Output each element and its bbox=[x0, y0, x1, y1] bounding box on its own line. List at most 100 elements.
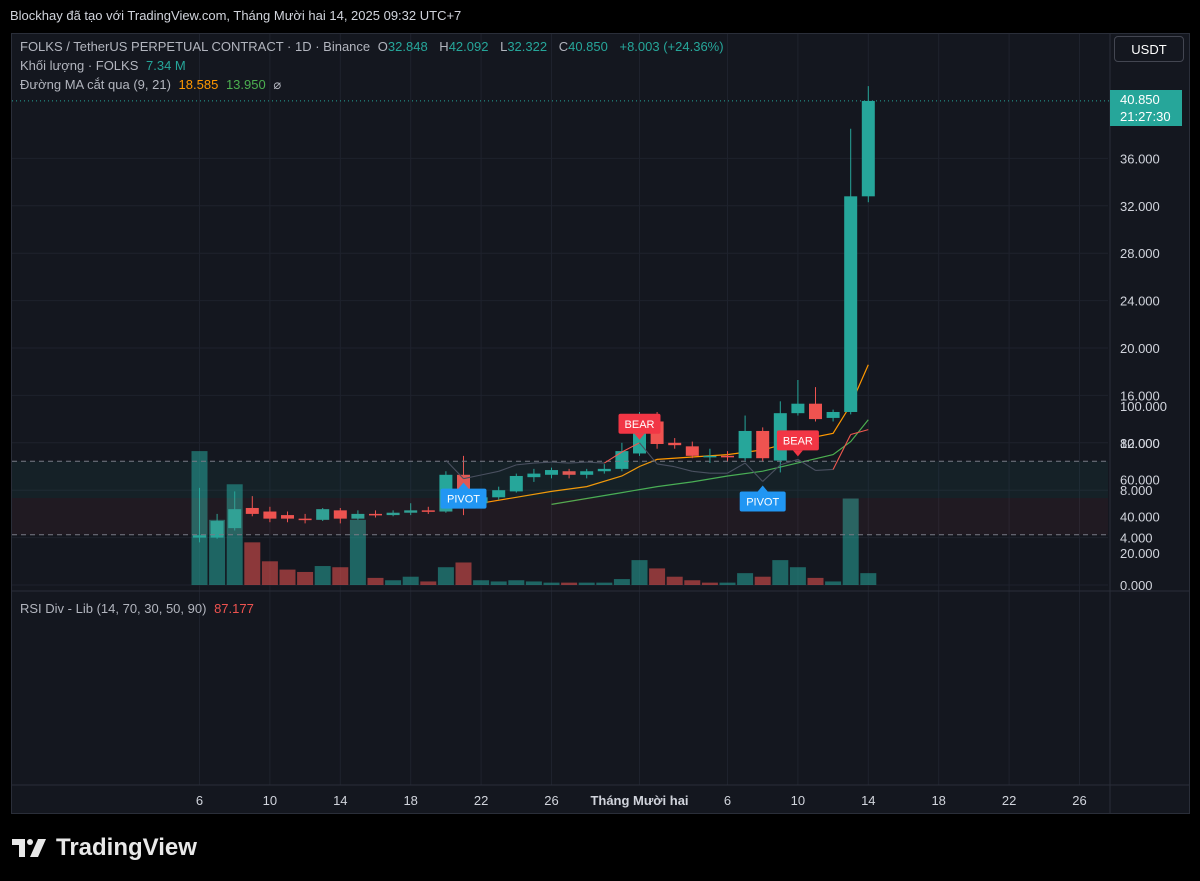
volume-bar bbox=[754, 576, 771, 585]
price-tick-label: 32.000 bbox=[1120, 199, 1160, 214]
volume-bar bbox=[385, 580, 402, 585]
ma-fast-value: 18.585 bbox=[178, 77, 219, 92]
rsi-line-segment bbox=[516, 462, 534, 466]
symbol-title[interactable]: FOLKS / TetherUS PERPETUAL CONTRACT · 1D… bbox=[20, 39, 371, 54]
symbol-legend[interactable]: FOLKS / TetherUS PERPETUAL CONTRACT · 1D… bbox=[20, 39, 728, 54]
volume-bar bbox=[596, 582, 613, 585]
price-tick-label: 28.000 bbox=[1120, 246, 1160, 261]
time-tick-label: 14 bbox=[861, 793, 875, 808]
rsi-line-segment bbox=[569, 461, 587, 464]
candle-body bbox=[245, 507, 259, 514]
pivot-label-pointer bbox=[757, 485, 768, 492]
candle-body bbox=[738, 430, 752, 459]
tradingview-logo-icon bbox=[12, 839, 46, 857]
candle-body bbox=[509, 475, 523, 492]
volume-bar bbox=[561, 582, 578, 585]
candle-body bbox=[721, 455, 734, 458]
candle-body bbox=[228, 509, 242, 529]
rsi-line-segment bbox=[762, 464, 781, 482]
volume-bar bbox=[455, 562, 472, 585]
candle-body bbox=[492, 490, 506, 498]
candle-body bbox=[281, 515, 294, 519]
volume-bar bbox=[261, 561, 278, 585]
rsi-tick-label: 60.000 bbox=[1120, 473, 1160, 488]
volume-value: 7.34 M bbox=[146, 58, 186, 73]
close-value: 40.850 bbox=[568, 39, 608, 54]
candle-body bbox=[580, 471, 594, 475]
volume-bar bbox=[719, 582, 736, 585]
volume-bar bbox=[543, 582, 560, 585]
open-value: 32.848 bbox=[387, 39, 428, 54]
rsi-label: RSI Div - Lib (14, 70, 30, 50, 90) bbox=[20, 601, 207, 616]
candle-body bbox=[333, 510, 347, 519]
high-label: H bbox=[439, 39, 449, 54]
time-tick-label: 18 bbox=[931, 793, 945, 808]
volume-bar bbox=[332, 567, 349, 585]
time-tick-label: 22 bbox=[474, 793, 488, 808]
rsi-tick-label: 40.000 bbox=[1120, 509, 1160, 524]
volume-bar bbox=[402, 576, 419, 585]
bear-label-pointer bbox=[792, 450, 803, 457]
candle-body bbox=[756, 430, 770, 459]
volume-bar bbox=[860, 573, 877, 585]
candle-body bbox=[844, 196, 858, 412]
rsi-tick-label: 20.000 bbox=[1120, 546, 1160, 561]
price-tick-label: 4.000 bbox=[1120, 531, 1153, 546]
candle-body bbox=[421, 510, 435, 512]
volume-bar bbox=[789, 567, 806, 585]
volume-bar bbox=[437, 567, 454, 585]
volume-label: Khối lượng · FOLKS bbox=[20, 58, 139, 73]
pivot-label-pointer bbox=[458, 482, 469, 489]
price-tick-label: 16.000 bbox=[1120, 388, 1160, 403]
rsi-line-segment bbox=[797, 458, 816, 471]
rsi-line-segment bbox=[533, 461, 552, 464]
volume-bar bbox=[825, 581, 842, 585]
volume-bar bbox=[244, 542, 261, 585]
pivot-label-box bbox=[739, 491, 786, 512]
hidden-eye-icon[interactable]: ⌀ bbox=[273, 77, 282, 92]
candle-body bbox=[861, 100, 875, 197]
bar-countdown: 21:27:30 bbox=[1120, 109, 1171, 124]
price-tick-label: 24.000 bbox=[1120, 294, 1160, 309]
last-price-value: 40.850 bbox=[1120, 92, 1160, 107]
rsi-line-segment bbox=[604, 451, 623, 464]
volume-bar bbox=[490, 581, 507, 585]
high-value: 42.092 bbox=[448, 39, 489, 54]
volume-bar bbox=[807, 577, 824, 585]
rsi-line-segment bbox=[551, 461, 570, 464]
volume-bar bbox=[649, 568, 666, 585]
time-tick-label: 10 bbox=[791, 793, 805, 808]
volume-bar bbox=[349, 519, 366, 585]
volume-bar bbox=[367, 577, 384, 585]
time-tick-label: 26 bbox=[1072, 793, 1086, 808]
candle-body bbox=[562, 471, 576, 475]
volume-bar bbox=[508, 580, 525, 585]
candle-body bbox=[791, 403, 805, 414]
bear-label-text: BEAR bbox=[783, 435, 813, 447]
ma-slow-value: 13.950 bbox=[225, 77, 266, 92]
volume-legend[interactable]: Khối lượng · FOLKS 7.34 M bbox=[20, 58, 190, 73]
time-tick-label: 26 bbox=[544, 793, 558, 808]
candle-body bbox=[597, 468, 611, 472]
rsi-line-segment bbox=[692, 470, 710, 474]
bear-label-pointer bbox=[634, 433, 645, 440]
rsi-line-segment bbox=[832, 434, 852, 470]
ma-legend[interactable]: Đường MA cắt qua (9, 21) 18.585 13.950 ⌀ bbox=[20, 77, 285, 93]
volume-bar bbox=[420, 581, 437, 585]
volume-bar bbox=[842, 498, 859, 585]
price-tick-label: 8.000 bbox=[1120, 483, 1153, 498]
rsi-line-segment bbox=[850, 429, 869, 436]
volume-bar bbox=[631, 560, 648, 585]
candle-body bbox=[210, 521, 224, 538]
chart-frame[interactable] bbox=[11, 33, 1190, 814]
volume-bar bbox=[737, 573, 754, 585]
rsi-legend[interactable]: RSI Div - Lib (14, 70, 30, 50, 90) 87.17… bbox=[20, 601, 258, 616]
currency-button[interactable]: USDT bbox=[1114, 36, 1184, 62]
low-value: 32.322 bbox=[507, 39, 548, 54]
rsi-line-segment bbox=[674, 466, 693, 472]
rsi-tick-label: 100.000 bbox=[1120, 399, 1167, 414]
candle-body bbox=[545, 470, 558, 475]
price-tick-label: 12.000 bbox=[1120, 436, 1160, 451]
rsi-line-segment bbox=[727, 462, 746, 474]
